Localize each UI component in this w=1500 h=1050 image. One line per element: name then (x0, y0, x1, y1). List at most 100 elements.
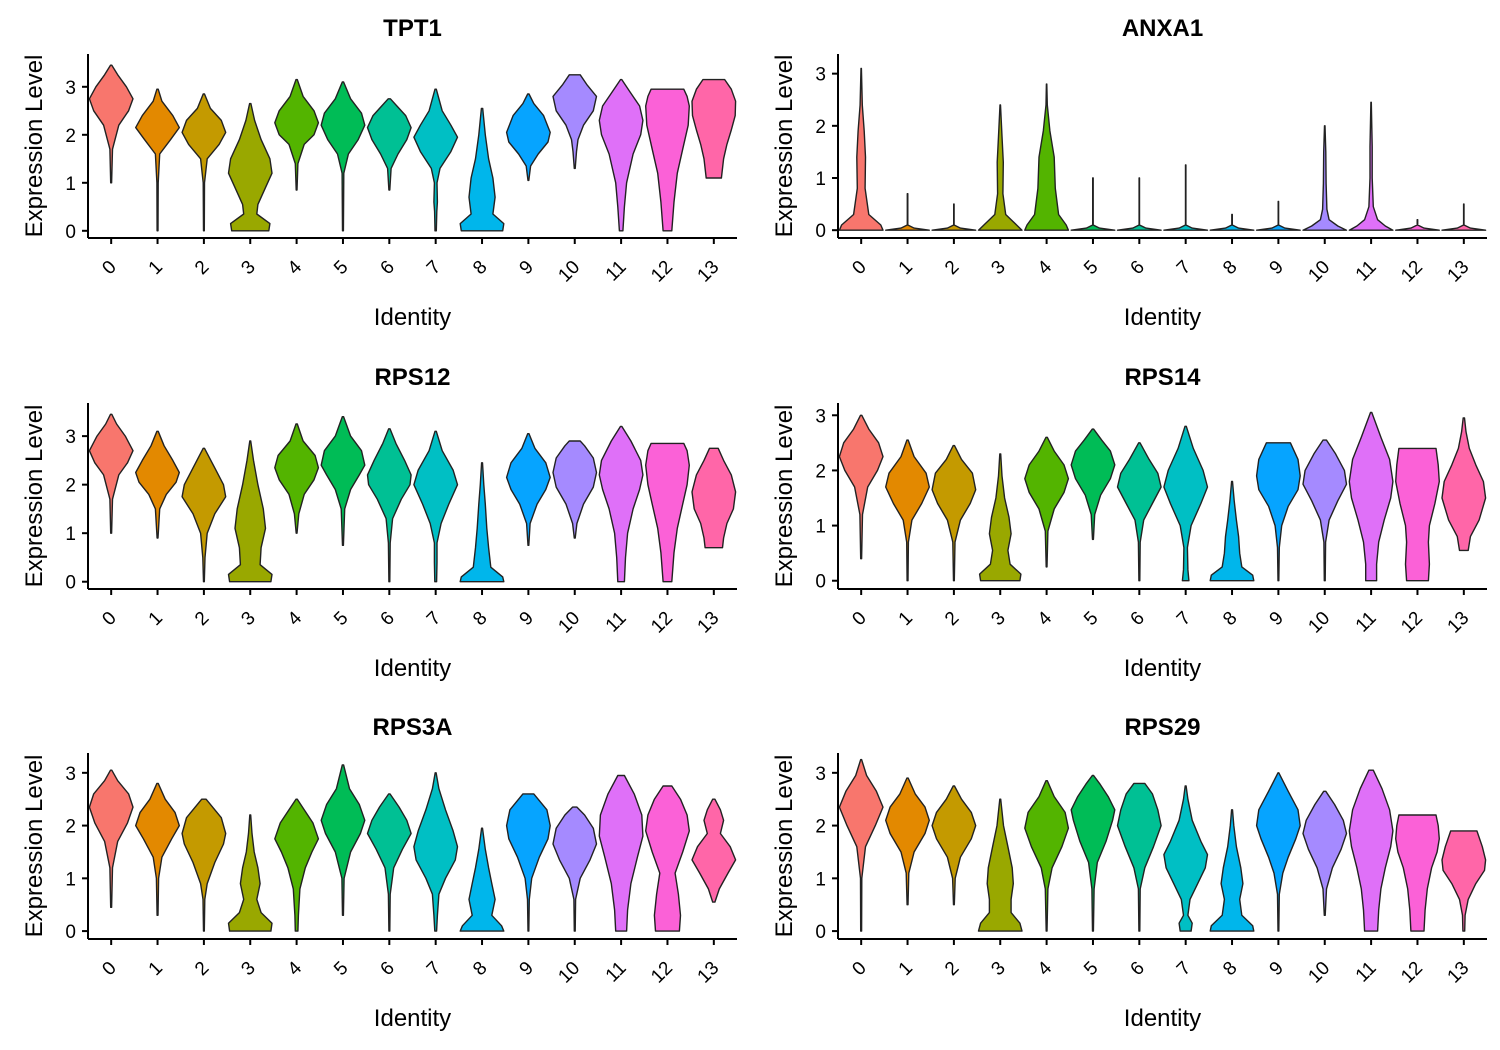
x-tick-label: 13 (1444, 958, 1474, 988)
violin-rps14-cluster-6 (1116, 442, 1162, 582)
violin-tpt1-cluster-3 (227, 102, 273, 232)
x-tick-label: 10 (554, 257, 584, 287)
x-tick-label: 9 (1266, 958, 1288, 980)
x-tick-label: 11 (602, 257, 631, 286)
violin-rps12-cluster-13 (691, 447, 737, 549)
y-tick-label: 1 (65, 174, 76, 195)
violin-rps14-cluster-9 (1255, 442, 1301, 582)
violin-rps3a-cluster-12 (645, 785, 690, 932)
y-tick-label: 2 (65, 126, 76, 147)
violin-rps3a-cluster-5 (320, 764, 366, 916)
x-tick-label: 6 (1127, 608, 1149, 630)
x-tick-label: 1 (895, 257, 917, 279)
x-tick-label: 5 (1080, 958, 1102, 980)
x-tick-label: 7 (423, 257, 445, 279)
x-tick-label: 8 (1219, 257, 1241, 279)
violin-rps12-cluster-3 (227, 440, 273, 583)
y-axis-label: Expression Level (771, 405, 798, 588)
violin-tpt1-cluster-6 (366, 98, 412, 191)
x-tick-label: 13 (694, 608, 724, 638)
x-tick-label: 10 (1304, 608, 1334, 638)
x-tick-label: 5 (330, 958, 352, 980)
x-axis-label: Identity (1124, 1005, 1201, 1032)
violin-rps14-cluster-4 (1024, 436, 1070, 568)
x-tick-label: 4 (284, 957, 307, 980)
violin-rps14-cluster-13 (1441, 417, 1487, 552)
x-axis-label: Identity (374, 304, 451, 331)
x-tick-label: 0 (848, 958, 870, 980)
violin-rps12-cluster-6 (366, 428, 412, 583)
x-tick-label: 4 (1034, 607, 1057, 630)
violin-rps12-cluster-1 (135, 430, 180, 539)
violin-anxa1-cluster-12 (1395, 219, 1440, 231)
x-axis-label: Identity (374, 1005, 451, 1032)
x-tick-label: 10 (554, 608, 584, 638)
violin-anxa1-cluster-10 (1302, 125, 1348, 231)
x-tick-label: 8 (1219, 958, 1241, 980)
x-tick-label: 9 (1266, 608, 1288, 630)
y-tick-label: 0 (65, 573, 76, 594)
x-tick-label: 12 (1397, 958, 1427, 988)
violin-tpt1-cluster-11 (598, 78, 644, 232)
y-tick-label: 0 (815, 572, 826, 593)
violin-tpt1-cluster-5 (320, 81, 366, 232)
violin-rps14-cluster-0 (838, 414, 884, 560)
y-tick-label: 0 (815, 922, 826, 943)
violin-anxa1-cluster-5 (1070, 177, 1116, 231)
x-tick-label: 10 (1304, 958, 1334, 988)
violin-tpt1-cluster-7 (413, 88, 459, 232)
violin-rps29-cluster-8 (1209, 809, 1255, 932)
violin-rps14-cluster-1 (885, 439, 930, 582)
violin-tpt1-cluster-2 (181, 93, 227, 232)
violin-anxa1-cluster-11 (1348, 101, 1394, 231)
violin-rps29-cluster-5 (1070, 774, 1116, 932)
y-tick-label: 3 (815, 406, 826, 427)
panel-title: TPT1 (383, 15, 442, 42)
violin-rps3a-cluster-4 (274, 798, 320, 932)
violin-rps29-cluster-7 (1163, 785, 1209, 932)
x-tick-label: 7 (423, 608, 445, 630)
x-tick-label: 7 (1173, 958, 1195, 980)
violin-rps29-cluster-6 (1116, 782, 1162, 932)
violin-anxa1-cluster-9 (1255, 200, 1301, 231)
x-tick-label: 6 (1127, 257, 1149, 279)
x-tick-label: 12 (647, 608, 677, 638)
x-tick-label: 3 (237, 958, 259, 980)
x-tick-label: 12 (647, 958, 677, 988)
violin-rps3a-cluster-13 (691, 798, 737, 903)
violin-rps3a-cluster-2 (181, 798, 227, 932)
y-tick-label: 0 (65, 922, 76, 943)
violin-tpt1-cluster-10 (552, 74, 598, 170)
y-tick-label: 3 (65, 427, 76, 448)
y-tick-label: 1 (65, 524, 76, 545)
violin-anxa1-cluster-1 (885, 193, 930, 231)
x-tick-label: 2 (941, 257, 963, 279)
x-tick-label: 2 (941, 608, 963, 630)
violin-rps12-cluster-8 (459, 462, 505, 583)
violin-anxa1-cluster-6 (1116, 177, 1162, 231)
violin-rps14-cluster-2 (931, 444, 977, 582)
y-tick-label: 0 (65, 222, 76, 243)
violin-rps3a-cluster-1 (135, 782, 180, 916)
x-tick-label: 4 (1034, 256, 1057, 279)
x-tick-label: 2 (191, 958, 213, 980)
x-tick-label: 3 (987, 608, 1009, 630)
x-tick-label: 1 (145, 958, 167, 980)
x-tick-label: 13 (1444, 608, 1474, 638)
x-tick-label: 1 (895, 608, 917, 630)
x-tick-label: 4 (284, 256, 307, 279)
violin-rps14-cluster-3 (978, 453, 1022, 582)
violin-rps29-cluster-9 (1255, 772, 1301, 932)
y-axis-label: Expression Level (771, 55, 798, 238)
violin-rps29-cluster-0 (838, 758, 884, 932)
violin-anxa1-cluster-8 (1209, 213, 1255, 231)
violin-rps12-cluster-2 (181, 447, 227, 583)
x-tick-label: 0 (98, 958, 120, 980)
x-tick-label: 1 (895, 958, 917, 980)
violin-rps12-cluster-10 (552, 440, 598, 539)
